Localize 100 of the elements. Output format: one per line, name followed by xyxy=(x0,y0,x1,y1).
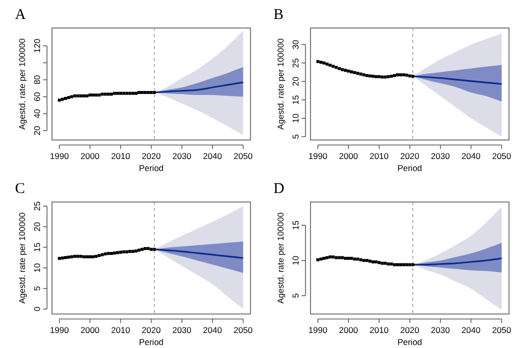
point xyxy=(319,258,322,261)
point xyxy=(64,256,67,260)
x-tick-label: 2010 xyxy=(370,151,389,161)
x-tick-label: 2020 xyxy=(400,325,420,335)
x-tick-label: 2030 xyxy=(430,151,450,161)
point xyxy=(98,94,101,97)
point xyxy=(384,262,387,265)
y-tick-label: 20 xyxy=(32,126,42,136)
point xyxy=(338,67,341,70)
x-tick-label: 2020 xyxy=(142,151,161,161)
point xyxy=(152,248,156,251)
point xyxy=(150,248,153,251)
point xyxy=(110,92,113,96)
point xyxy=(67,96,70,100)
point xyxy=(365,74,368,78)
point xyxy=(131,250,134,253)
point xyxy=(85,94,88,98)
point xyxy=(131,92,134,95)
point xyxy=(82,255,86,258)
point xyxy=(140,248,144,251)
point xyxy=(344,68,347,72)
point xyxy=(396,73,399,76)
point xyxy=(58,98,61,102)
point xyxy=(399,73,402,76)
point xyxy=(411,263,414,266)
point xyxy=(374,260,378,264)
point xyxy=(328,255,332,258)
x-tick-label: 2040 xyxy=(203,325,222,335)
chart-title: C xyxy=(15,181,26,197)
x-tick-label: 2050 xyxy=(492,325,512,335)
point xyxy=(346,256,350,260)
point xyxy=(368,74,372,78)
point xyxy=(98,254,101,258)
point xyxy=(402,73,406,76)
point xyxy=(396,263,399,266)
point xyxy=(316,258,320,262)
point xyxy=(350,70,354,74)
x-tick-label: 1990 xyxy=(308,325,328,335)
point xyxy=(362,73,366,76)
y-tick-label: 20 xyxy=(290,76,300,86)
y-tick-label: 15 xyxy=(290,220,300,230)
point xyxy=(104,92,107,96)
point xyxy=(100,92,104,96)
point xyxy=(125,250,128,254)
x-tick-label: 1990 xyxy=(308,151,328,161)
point xyxy=(73,94,76,98)
y-tick-label: 10 xyxy=(290,255,300,266)
point xyxy=(70,255,74,258)
point xyxy=(137,248,140,252)
point xyxy=(85,255,88,258)
x-tick-label: 2050 xyxy=(234,151,253,161)
point xyxy=(405,74,408,77)
point xyxy=(146,90,150,94)
y-tick-label: 0 xyxy=(32,306,42,312)
point xyxy=(60,98,64,101)
point xyxy=(378,75,381,78)
point xyxy=(116,92,120,95)
point xyxy=(346,70,350,73)
y-tick-label: 20 xyxy=(32,222,42,232)
point xyxy=(88,94,92,97)
chart-title: A xyxy=(15,7,26,23)
x-tick-label: 1990 xyxy=(50,325,70,335)
point xyxy=(340,68,344,72)
y-axis-title: Agestd. rate per 100000 xyxy=(17,212,27,304)
line-series xyxy=(412,258,502,266)
x-tick-label: 2040 xyxy=(462,325,481,335)
point xyxy=(384,76,387,78)
x-axis-title: Period xyxy=(397,163,422,173)
x-tick-label: 2000 xyxy=(80,151,100,161)
point xyxy=(380,76,384,78)
point xyxy=(362,258,366,262)
chart-title: D xyxy=(274,181,284,197)
point xyxy=(332,255,335,258)
point xyxy=(390,262,393,266)
point xyxy=(137,90,140,94)
point xyxy=(134,250,138,252)
point xyxy=(79,254,82,258)
point xyxy=(402,263,406,266)
point xyxy=(340,256,344,260)
x-tick-label: 2010 xyxy=(370,325,389,335)
point xyxy=(322,256,326,260)
point xyxy=(76,254,80,258)
point xyxy=(334,66,338,69)
point xyxy=(408,263,412,266)
point xyxy=(94,94,98,97)
point xyxy=(128,92,132,95)
point xyxy=(64,96,67,100)
line-series xyxy=(412,75,502,85)
x-tick-label: 2030 xyxy=(172,151,192,161)
point xyxy=(365,258,368,262)
point xyxy=(92,94,95,97)
point xyxy=(390,74,393,78)
y-tick-label: 10 xyxy=(290,113,300,123)
point xyxy=(399,263,402,266)
x-tick-label: 2010 xyxy=(111,151,130,161)
x-tick-label: 2050 xyxy=(492,151,512,161)
line-series xyxy=(154,248,244,259)
point xyxy=(144,90,147,94)
x-tick-label: 2020 xyxy=(400,151,420,161)
x-axis-title: Period xyxy=(397,337,422,347)
